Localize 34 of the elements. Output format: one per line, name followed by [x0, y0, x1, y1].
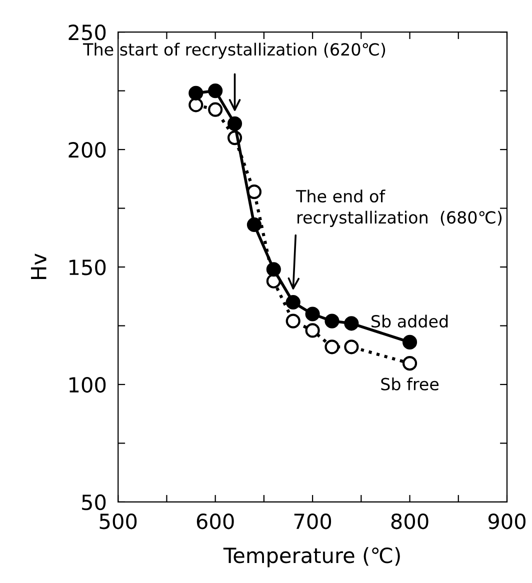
x-tick-label: 600	[196, 513, 234, 530]
y-tick-label: 100	[70, 376, 106, 393]
point	[227, 116, 242, 131]
point	[305, 323, 320, 338]
x-axis-title: Temperature (℃)	[223, 547, 400, 568]
point	[286, 294, 300, 310]
point	[402, 356, 418, 371]
point	[305, 306, 320, 322]
point	[344, 340, 359, 354]
point	[286, 314, 300, 328]
point	[188, 98, 204, 112]
series-label: Sb added	[372, 314, 448, 328]
y-axis-title: Hv	[31, 254, 46, 279]
point	[324, 314, 340, 328]
y-tick-label: 200	[68, 142, 106, 158]
x-tick-label: 500	[100, 513, 137, 530]
point	[246, 184, 262, 200]
x-tick-label: 700	[294, 513, 332, 530]
point	[324, 340, 340, 354]
point	[246, 217, 262, 232]
x-tick-label: 800	[391, 513, 428, 530]
y-tick-label: 250	[68, 24, 106, 40]
annotation: The end of recrystallization (680℃)	[296, 190, 502, 227]
point	[344, 316, 359, 331]
series-label: Sb free	[381, 378, 439, 390]
point	[208, 102, 223, 117]
x-tick-label: 900	[488, 513, 526, 530]
y-tick-label: 150	[70, 259, 106, 276]
point	[188, 86, 204, 100]
point	[266, 262, 281, 277]
point	[208, 84, 223, 98]
point	[402, 334, 418, 350]
y-tick-label: 50	[82, 494, 106, 510]
annotation: The start of recrystallization (620℃)	[83, 42, 386, 59]
